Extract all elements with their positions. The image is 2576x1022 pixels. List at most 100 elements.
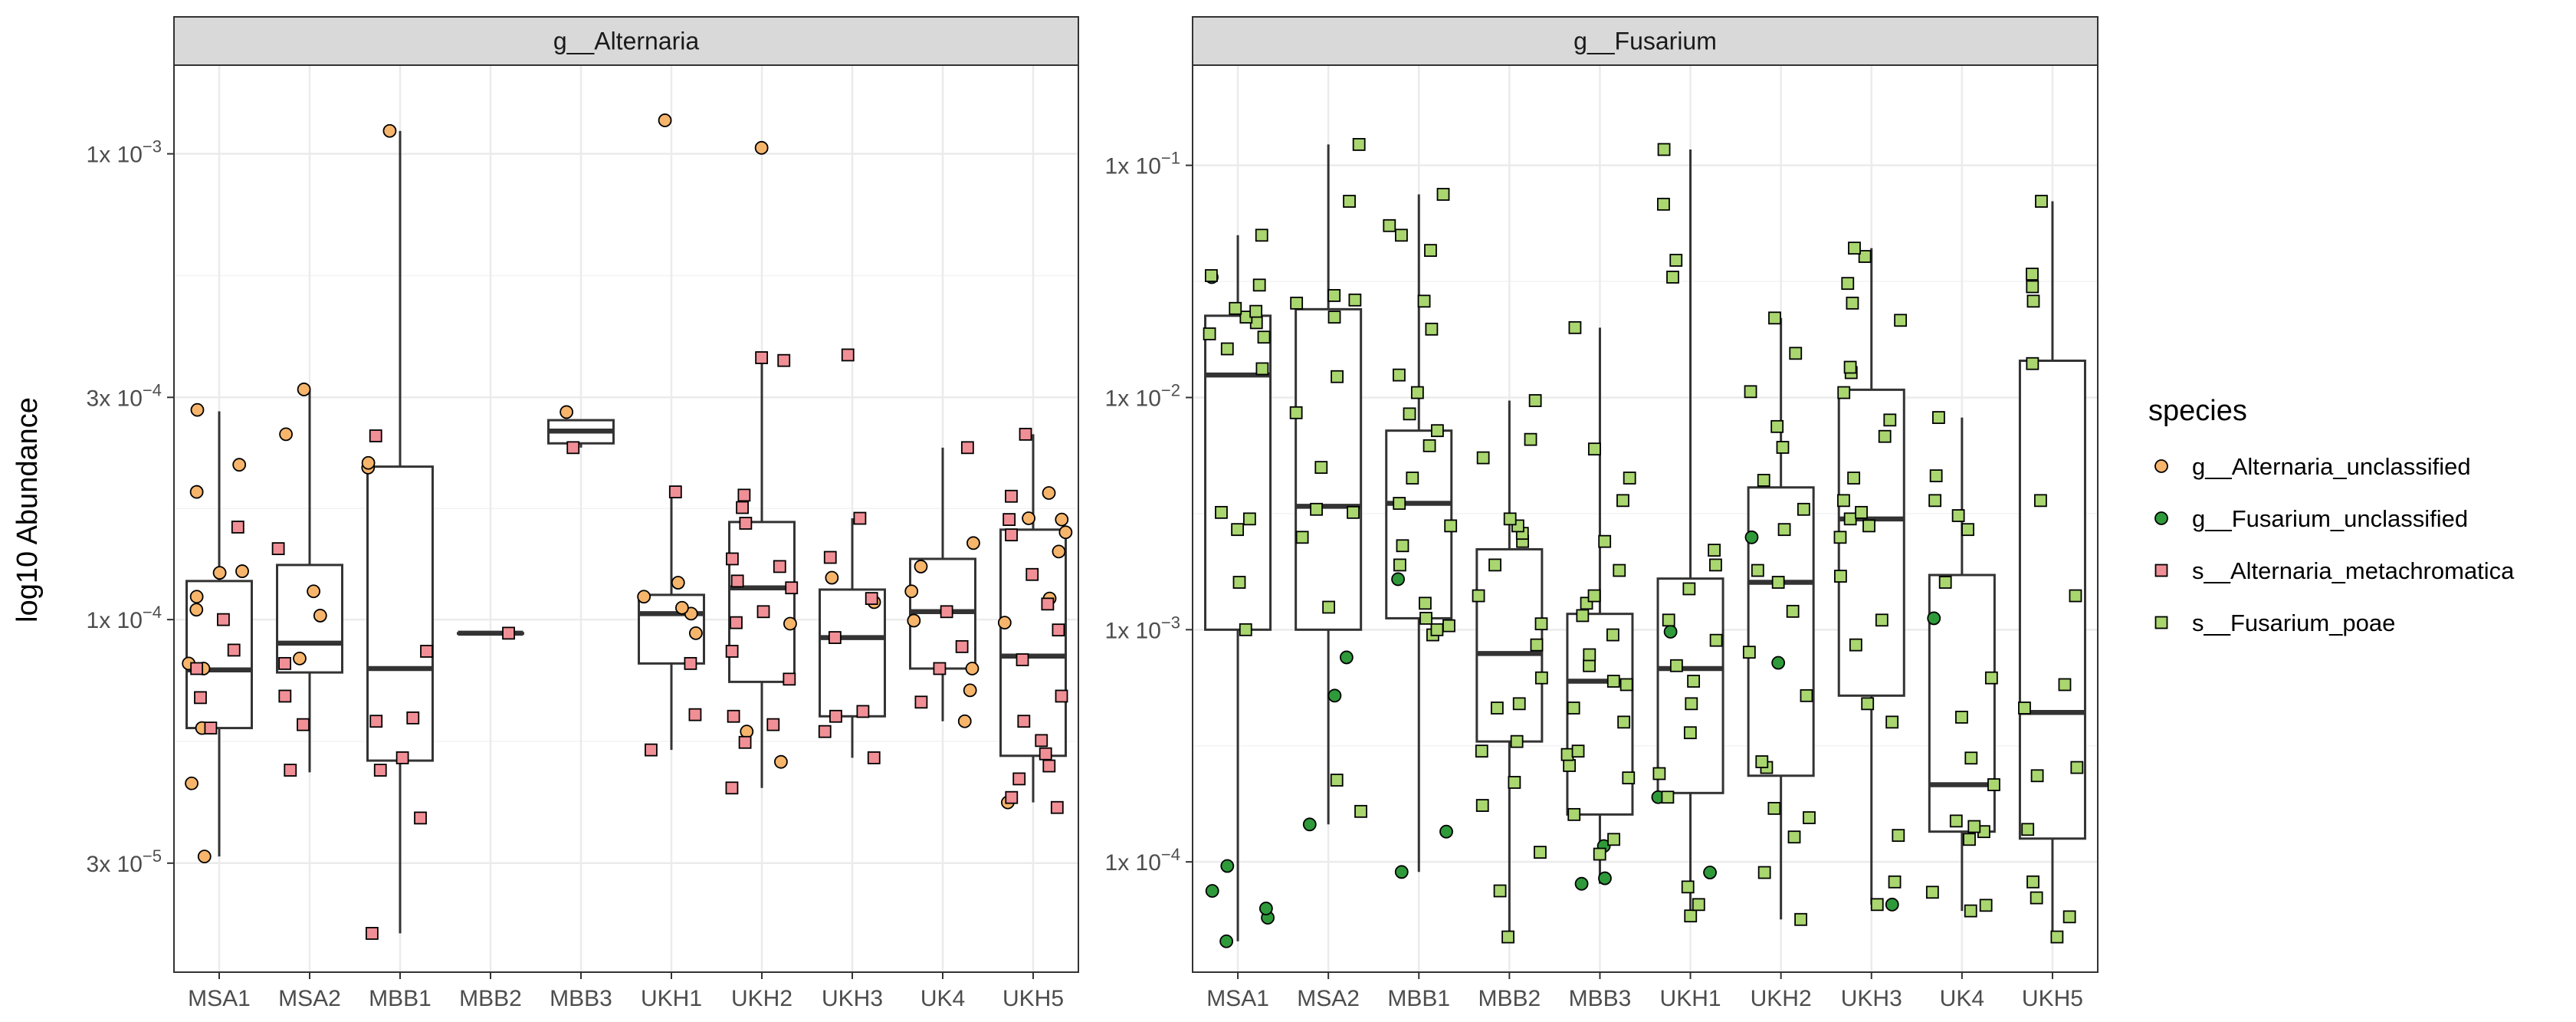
box-iqr <box>819 588 886 718</box>
y-tick-label: 1x 10−2 <box>1105 380 1181 411</box>
data-point <box>1242 512 1256 526</box>
legend-label: g__Alternaria_unclassified <box>2192 453 2471 480</box>
points-ukh2-g-alternaria-unclassified <box>740 140 797 769</box>
data-point <box>727 709 740 723</box>
y-tick-times: x 10 <box>1117 386 1161 411</box>
data-point <box>1619 678 1633 692</box>
data-point <box>856 705 870 718</box>
boxplot-mbb3 <box>547 419 615 448</box>
box-iqr <box>276 564 343 674</box>
data-point <box>2062 910 2076 924</box>
points-ukh1-s-alternaria-metachromatica <box>645 485 702 757</box>
x-tick-label: MBB1 <box>369 986 432 1011</box>
y-tick-mantissa: 3 <box>87 852 100 877</box>
points-mbb3-s-alternaria-metachromatica <box>566 441 580 455</box>
data-point <box>740 725 754 739</box>
data-point <box>1622 771 1636 785</box>
data-point <box>1417 294 1431 308</box>
data-point <box>1979 899 1993 912</box>
data-point <box>688 626 703 640</box>
data-point <box>1005 790 1019 804</box>
data-point <box>1587 589 1601 603</box>
points-ukh3-s-fusarium-poae <box>1833 242 1908 912</box>
data-point <box>1593 847 1606 861</box>
x-tick-label: UK4 <box>1940 986 1984 1011</box>
y-tick-mantissa: 1 <box>1105 154 1118 179</box>
data-point <box>278 656 291 670</box>
y-tick-exponent: −5 <box>143 846 162 866</box>
data-point <box>1951 509 1965 522</box>
data-point <box>1955 711 1968 724</box>
legend-label: s__Fusarium_poae <box>2192 610 2395 636</box>
data-point <box>1022 511 1035 525</box>
data-point <box>1875 613 1889 627</box>
data-point <box>1534 671 1548 685</box>
data-point <box>1425 322 1439 336</box>
data-point <box>738 735 752 749</box>
points-mbb1-g-alternaria-unclassified <box>361 123 397 475</box>
points-uk4-s-fusarium-poae <box>1925 411 2000 918</box>
data-point <box>1692 898 1705 912</box>
data-point <box>960 441 974 455</box>
data-point <box>1751 564 1764 577</box>
data-point <box>841 348 855 362</box>
y-tick-mantissa: 1 <box>1105 386 1118 411</box>
x-tick-label: MSA1 <box>1206 986 1269 1011</box>
data-point <box>1938 576 1952 589</box>
y-tick-label: 1x 10−3 <box>87 137 162 168</box>
x-tick-label: MSA2 <box>278 986 341 1011</box>
y-tick-exponent: −4 <box>143 380 162 399</box>
data-point <box>1927 611 1941 626</box>
data-point <box>736 501 749 514</box>
data-point <box>313 609 327 623</box>
y-tick-exponent: −4 <box>143 603 162 622</box>
box-iqr <box>1385 429 1453 619</box>
data-point <box>1961 523 1974 537</box>
data-point <box>1503 512 1517 526</box>
data-point <box>777 353 791 367</box>
y-tick-times: x 10 <box>99 143 143 168</box>
data-point <box>1576 609 1590 623</box>
legend-title: species <box>2148 395 2247 427</box>
data-point <box>1837 494 1850 508</box>
data-point <box>1330 774 1344 787</box>
data-point <box>279 427 293 442</box>
data-point <box>785 581 799 595</box>
points-msa2-g-alternaria-unclassified <box>279 383 327 665</box>
data-point <box>725 645 739 658</box>
data-point <box>1768 311 1781 325</box>
boxplot-msa2 <box>276 390 343 773</box>
data-point <box>1843 512 1857 526</box>
data-point <box>957 714 972 728</box>
data-point <box>1343 195 1356 208</box>
data-point <box>297 383 311 396</box>
data-point <box>1755 755 1769 768</box>
data-point <box>1744 385 1757 399</box>
points-ukh2-g-fusarium-unclassified <box>1744 530 1786 670</box>
data-point <box>1410 386 1424 399</box>
x-tick-label: MSA2 <box>1297 986 1360 1011</box>
panel-strip-title: g__Fusarium <box>1573 28 1717 55</box>
data-point <box>1883 413 1897 427</box>
data-point <box>1534 617 1548 631</box>
data-point <box>1444 519 1458 533</box>
data-point <box>194 691 207 705</box>
data-point <box>955 639 969 653</box>
data-point <box>1847 472 1861 485</box>
data-point <box>730 574 744 588</box>
data-point <box>1574 876 1589 891</box>
data-point <box>1394 865 1409 879</box>
data-point <box>739 517 753 530</box>
data-point <box>1436 188 1450 201</box>
points-ukh5-s-alternaria-metachromatica <box>1003 427 1068 814</box>
data-point <box>1055 512 1069 527</box>
data-point <box>1709 633 1723 647</box>
data-point <box>1681 880 1695 894</box>
data-point <box>1932 411 1945 424</box>
data-point <box>966 536 980 550</box>
data-point <box>1501 930 1514 944</box>
data-point <box>1035 734 1048 748</box>
data-point <box>783 672 796 686</box>
data-point <box>1568 320 1582 334</box>
data-point <box>766 718 780 731</box>
